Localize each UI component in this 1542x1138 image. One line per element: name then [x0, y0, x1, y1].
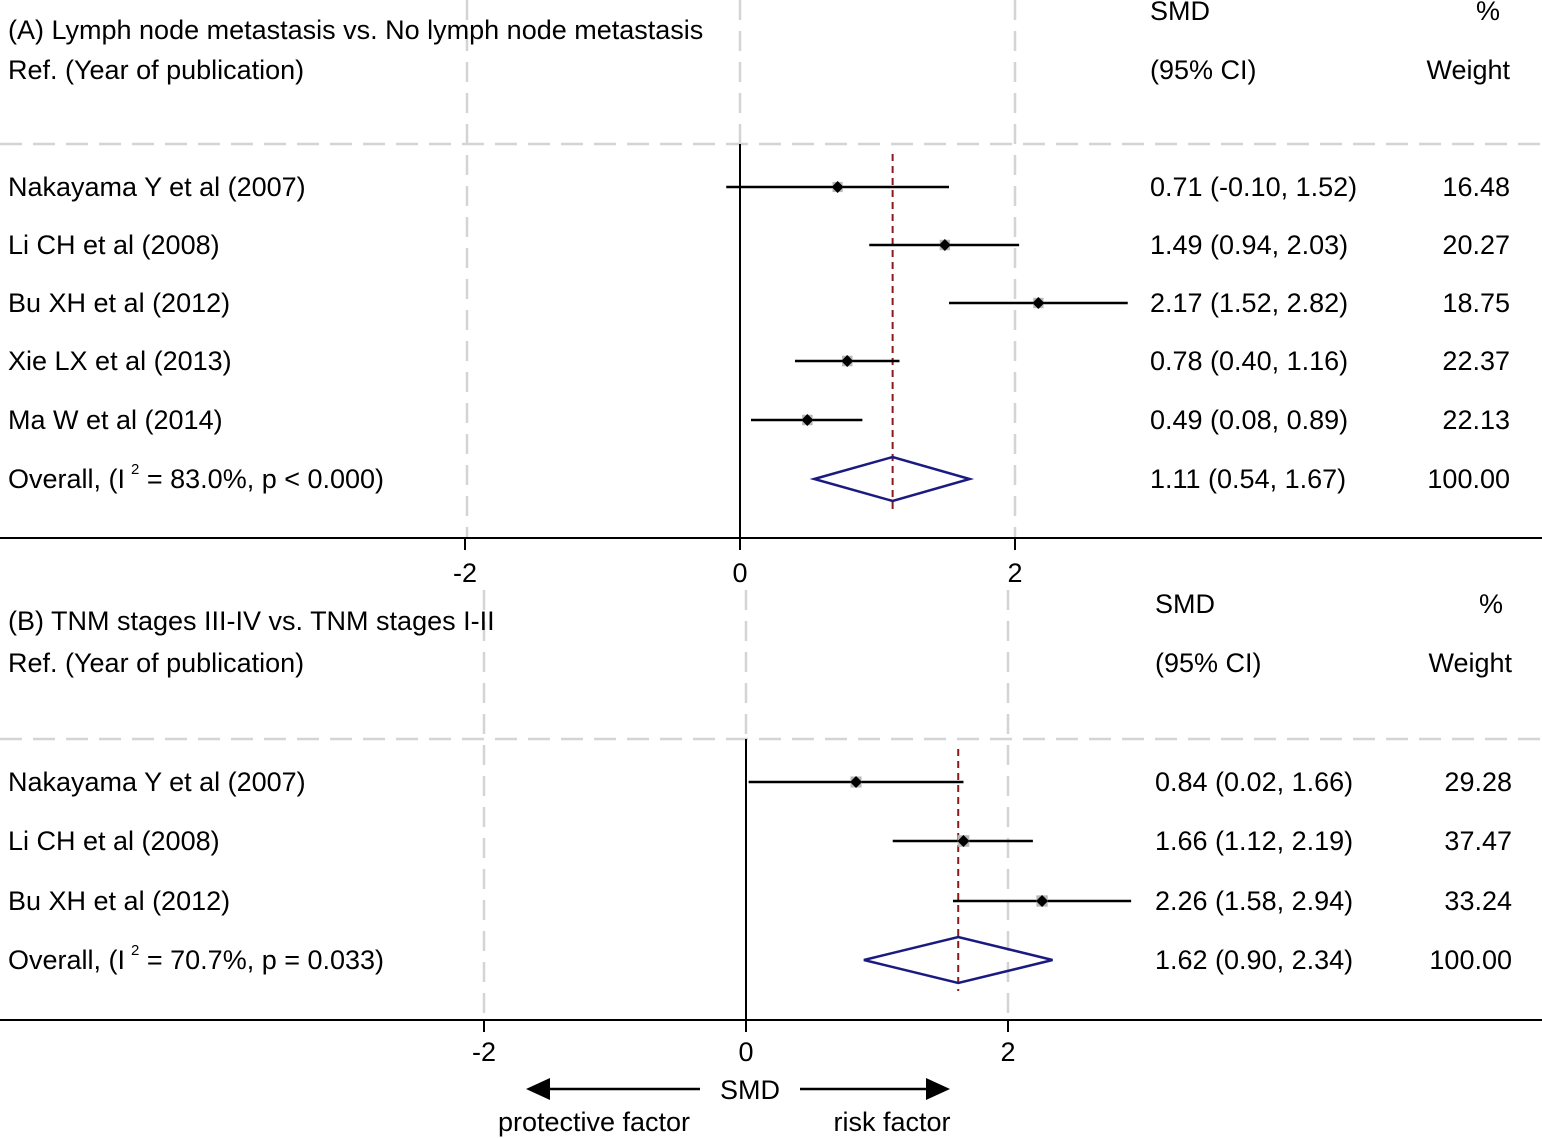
study-smd-ci: 0.49 (0.08, 0.89)	[1150, 405, 1348, 435]
study-smd-ci: 0.71 (-0.10, 1.52)	[1150, 172, 1357, 202]
overall-smd-ci: 1.11 (0.54, 1.67)	[1150, 464, 1346, 494]
study-weight: 33.24	[1444, 886, 1512, 916]
point-estimate-marker	[831, 181, 844, 193]
study-weight: 16.48	[1442, 172, 1510, 202]
study-row: Bu XH et al (2012) 2.26 (1.58, 2.94) 33.24	[8, 886, 1512, 916]
study-weight: 37.47	[1444, 826, 1512, 856]
weight-header: Weight	[1428, 648, 1512, 678]
ref-header: Ref. (Year of publication)	[8, 55, 304, 85]
study-label: Bu XH et al (2012)	[8, 886, 230, 916]
overall-label: Overall, (I 2 = 70.7%, p = 0.033)	[8, 942, 384, 975]
overall-row: Overall, (I 2 = 70.7%, p = 0.033) 1.62 (0.…	[8, 935, 1512, 985]
study-label: Li CH et al (2008)	[8, 230, 220, 260]
overall-label-start: Overall, (I	[8, 945, 125, 975]
point-estimate-marker	[957, 835, 970, 847]
study-smd-ci: 1.66 (1.12, 2.19)	[1155, 826, 1353, 856]
study-row: Li CH et al (2008) 1.49 (0.94, 2.03) 20.27	[8, 230, 1510, 260]
study-row: Nakayama Y et al (2007) 0.84 (0.02, 1.66)…	[8, 767, 1512, 797]
panel-b: (B) TNM stages III-IV vs. TNM stages I-I…	[0, 589, 1542, 1067]
study-smd-ci: 2.17 (1.52, 2.82)	[1150, 288, 1348, 318]
point-estimate-marker	[1032, 297, 1045, 309]
x-tick-label: 2	[1000, 1037, 1015, 1067]
study-label: Li CH et al (2008)	[8, 826, 220, 856]
study-weight: 22.13	[1442, 405, 1510, 435]
smd-axis-label: SMD	[720, 1075, 780, 1105]
point-estimate-marker	[801, 414, 814, 426]
overall-weight: 100.00	[1427, 464, 1510, 494]
panel-a: (A) Lymph node metastasis vs. No lymph n…	[0, 0, 1542, 588]
study-row: Xie LX et al (2013) 0.78 (0.40, 1.16) 22.3…	[8, 346, 1510, 376]
study-smd-ci: 1.49 (0.94, 2.03)	[1150, 230, 1348, 260]
study-smd-ci: 0.84 (0.02, 1.66)	[1155, 767, 1353, 797]
overall-smd-ci: 1.62 (0.90, 2.34)	[1155, 945, 1353, 975]
study-label: Bu XH et al (2012)	[8, 288, 230, 318]
percent-header: %	[1479, 589, 1503, 619]
direction-legend: SMD protective factor risk factor	[498, 1075, 951, 1137]
x-tick-label: 2	[1007, 558, 1022, 588]
i-squared-superscript: 2	[131, 461, 139, 478]
overall-weight: 100.00	[1429, 945, 1512, 975]
ci-header: (95% CI)	[1150, 55, 1257, 85]
study-weight: 20.27	[1442, 230, 1510, 260]
overall-diamond	[809, 455, 975, 503]
study-weight: 22.37	[1442, 346, 1510, 376]
percent-header: %	[1476, 0, 1500, 26]
x-tick-label: -2	[453, 558, 477, 588]
panel-title: (B) TNM stages III-IV vs. TNM stages I-I…	[8, 606, 495, 636]
point-estimate-marker	[850, 776, 863, 788]
study-label: Nakayama Y et al (2007)	[8, 767, 306, 797]
ref-header: Ref. (Year of publication)	[8, 648, 304, 678]
i-squared-superscript: 2	[131, 942, 139, 959]
overall-label-end: = 83.0%, p < 0.000)	[139, 464, 384, 494]
study-weight: 18.75	[1442, 288, 1510, 318]
left-arrowhead	[526, 1078, 550, 1100]
point-estimate-marker	[1036, 895, 1049, 907]
study-smd-ci: 2.26 (1.58, 2.94)	[1155, 886, 1353, 916]
study-row: Nakayama Y et al (2007) 0.71 (-0.10, 1.52…	[8, 172, 1510, 202]
study-smd-ci: 0.78 (0.40, 1.16)	[1150, 346, 1348, 376]
risk-factor-label: risk factor	[833, 1107, 950, 1137]
overall-label-end: = 70.7%, p = 0.033)	[139, 945, 384, 975]
study-weight: 29.28	[1444, 767, 1512, 797]
weight-header: Weight	[1426, 55, 1510, 85]
point-estimate-marker	[841, 355, 854, 367]
smd-header: SMD	[1150, 0, 1210, 26]
x-tick-label: -2	[472, 1037, 496, 1067]
overall-diamond	[863, 935, 1053, 985]
ci-header: (95% CI)	[1155, 648, 1262, 678]
study-label: Xie LX et al (2013)	[8, 346, 232, 376]
overall-label-start: Overall, (I	[8, 464, 125, 494]
point-estimate-marker	[938, 239, 951, 251]
study-row: Li CH et al (2008) 1.66 (1.12, 2.19) 37.47	[8, 826, 1512, 856]
right-arrowhead	[926, 1078, 950, 1100]
x-tick-label: 0	[732, 558, 747, 588]
study-row: Ma W et al (2014) 0.49 (0.08, 0.89) 22.13	[8, 405, 1510, 435]
study-label: Ma W et al (2014)	[8, 405, 223, 435]
study-label: Nakayama Y et al (2007)	[8, 172, 306, 202]
protective-factor-label: protective factor	[498, 1107, 690, 1137]
study-row: Bu XH et al (2012) 2.17 (1.52, 2.82) 18.75	[8, 288, 1510, 318]
x-tick-label: 0	[738, 1037, 753, 1067]
overall-row: Overall, (I 2 = 83.0%, p < 0.000) 1.11 (0.…	[8, 455, 1510, 503]
overall-label: Overall, (I 2 = 83.0%, p < 0.000)	[8, 461, 384, 494]
smd-header: SMD	[1155, 589, 1215, 619]
panel-title: (A) Lymph node metastasis vs. No lymph n…	[8, 15, 703, 45]
